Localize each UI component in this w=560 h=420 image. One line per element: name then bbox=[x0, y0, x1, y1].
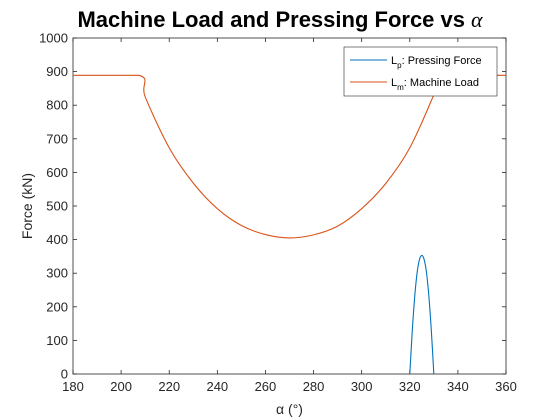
series-layer bbox=[73, 74, 506, 375]
legend: Lp: Pressing Force Lm: Machine Load bbox=[343, 46, 498, 97]
y-tick-label: 1000 bbox=[39, 31, 68, 46]
y-axis-label: Force (kN) bbox=[19, 173, 35, 239]
x-tick-label: 360 bbox=[495, 379, 517, 394]
x-axis: 180 200 220 240 260 280 300 320 340 360 bbox=[62, 38, 517, 394]
y-tick-label: 100 bbox=[46, 333, 68, 348]
x-tick-label: 340 bbox=[447, 379, 469, 394]
x-axis-label: α (°) bbox=[276, 401, 303, 417]
series-pressing-force-line bbox=[409, 254, 435, 375]
x-tick-label: 200 bbox=[110, 379, 132, 394]
y-tick-label: 200 bbox=[46, 299, 68, 314]
x-tick-label: 300 bbox=[351, 379, 373, 394]
x-tick-label: 280 bbox=[303, 379, 325, 394]
y-axis: 0 100 200 300 400 500 600 700 800 900 1000 bbox=[39, 31, 506, 382]
y-tick-label: 300 bbox=[46, 266, 68, 281]
x-tick-label: 220 bbox=[158, 379, 180, 394]
y-tick-label: 400 bbox=[46, 232, 68, 247]
x-tick-label: 180 bbox=[62, 379, 84, 394]
x-tick-label: 260 bbox=[255, 379, 277, 394]
x-tick-label: 320 bbox=[399, 379, 421, 394]
y-tick-label: 600 bbox=[46, 165, 68, 180]
legend-entry: Lp: Pressing Force bbox=[391, 55, 482, 70]
chart-title: Machine Load and Pressing Force vs α bbox=[77, 7, 483, 32]
legend-entry: Lm: Machine Load bbox=[391, 77, 479, 92]
y-tick-label: 0 bbox=[61, 367, 68, 382]
x-tick-label: 240 bbox=[206, 379, 228, 394]
y-tick-label: 700 bbox=[46, 131, 68, 146]
y-tick-label: 900 bbox=[46, 64, 68, 79]
y-tick-label: 800 bbox=[46, 98, 68, 113]
legend-box bbox=[343, 46, 498, 97]
y-tick-label: 500 bbox=[46, 199, 68, 214]
series-machine-load-line bbox=[73, 74, 506, 239]
